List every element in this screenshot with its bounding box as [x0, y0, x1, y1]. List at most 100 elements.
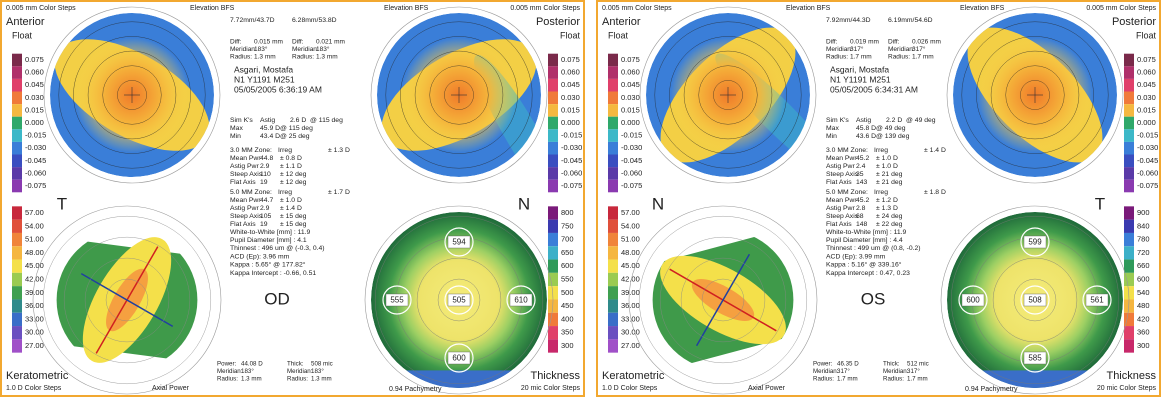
- scale-label: -0.015: [561, 131, 582, 140]
- ring: [976, 36, 1094, 154]
- scale-swatch: [548, 339, 558, 353]
- ring: [73, 36, 191, 154]
- info-text: 0.021 mm: [316, 39, 345, 46]
- scale-label: -0.030: [25, 143, 46, 152]
- info-text: 317°: [907, 368, 920, 375]
- ring: [117, 80, 147, 110]
- patient-info: 05/05/2005 6:36:19 AM: [234, 84, 322, 94]
- pachy-box: [1023, 235, 1047, 249]
- scale-swatch: [608, 219, 618, 233]
- scale-swatch: [548, 259, 558, 273]
- block-text: 68: [856, 213, 864, 220]
- eye-label: OD: [264, 289, 290, 308]
- patient-info: N1 Y1191 M251: [234, 74, 295, 84]
- scale-swatch: [1124, 66, 1134, 79]
- ring: [990, 50, 1080, 140]
- info-text: Power:: [217, 361, 237, 368]
- scale-label: 39.00: [621, 288, 640, 297]
- scale-swatch: [608, 206, 618, 220]
- info-text: Diff:: [888, 39, 900, 46]
- scale-label: 0.015: [621, 105, 640, 114]
- scale-label: 33.00: [621, 314, 640, 323]
- scale-swatch: [548, 326, 558, 340]
- block-text: ± 15 deg: [280, 213, 307, 220]
- block-text: 2.9: [260, 163, 270, 170]
- misc-info: Thinnest : 499 um @ (0.8, -0.2): [826, 245, 921, 252]
- thickness-value: 508: [1028, 296, 1042, 305]
- block-text: Astig: [260, 117, 275, 124]
- ring: [950, 215, 1120, 385]
- scale-label: -0.015: [1137, 131, 1158, 140]
- scale-swatch: [12, 53, 22, 67]
- info-text: 183°: [311, 368, 324, 375]
- scale-label: 0.000: [25, 118, 44, 127]
- outline: [370, 6, 548, 184]
- block-text: 2.6 D: [290, 117, 306, 124]
- axis-line: [695, 253, 751, 347]
- scale-label: 840: [1137, 221, 1150, 230]
- bfs-label: Elevation BFS: [960, 5, 1005, 12]
- info-text: Radius:: [826, 54, 848, 61]
- block-text: 44.7: [260, 197, 273, 204]
- pachy-box: [1085, 293, 1109, 307]
- scale-swatch: [1124, 312, 1134, 327]
- ring: [638, 215, 808, 385]
- scale-swatch: [1124, 326, 1134, 340]
- ring: [429, 65, 489, 125]
- scale-label: 720: [1137, 248, 1150, 257]
- scale-label: 48.00: [621, 248, 640, 257]
- outline: [32, 205, 222, 395]
- panel: 0.005 mm Color Steps Anterior Float Elevati…: [602, 5, 1158, 395]
- info-text: Radius:: [813, 376, 834, 383]
- scale-swatch: [12, 141, 22, 155]
- scale-swatch: [12, 78, 22, 92]
- scale-swatch: [608, 141, 618, 155]
- misc-info: White-to-White [mm] : 11.9: [826, 229, 907, 236]
- scale-label: 0.015: [25, 105, 44, 114]
- color-steps: 20 mic Color Steps: [1097, 385, 1157, 392]
- map-kind: Axial Power: [152, 385, 190, 392]
- ring: [669, 36, 787, 154]
- block-text: Min: [826, 133, 837, 140]
- scale-swatch: [608, 116, 618, 130]
- bfs-label: Elevation BFS: [384, 5, 429, 12]
- block-text: ± 1.4 D: [280, 205, 302, 212]
- pachy-zone: [444, 227, 474, 257]
- color-steps: 1.0 D Color Steps: [602, 385, 658, 392]
- scale-label: 0.045: [561, 80, 580, 89]
- scale-swatch: [12, 116, 22, 130]
- info-text: 0.015 mm: [254, 39, 283, 46]
- bfs-value: 6.28mm/53.8D: [292, 17, 337, 24]
- scale-label: 420: [1137, 314, 1150, 323]
- block-text: Irreg: [278, 147, 292, 154]
- scale-swatch: [608, 167, 618, 180]
- bfs-label: Elevation BFS: [190, 5, 235, 12]
- block-text: Steep Axis: [230, 213, 263, 220]
- block-label: 5.0 MM Zone:: [826, 189, 868, 196]
- scale-label: -0.045: [25, 156, 46, 165]
- scale-swatch: [12, 312, 22, 327]
- block-text: ± 1.7 D: [328, 189, 350, 196]
- scale-swatch: [12, 299, 22, 313]
- scale-label: -0.030: [621, 143, 642, 152]
- block-text: Steep Axis: [230, 171, 263, 178]
- block-label: Sim K's: [230, 117, 253, 124]
- block-text: Max: [230, 125, 243, 132]
- scale-swatch: [548, 312, 558, 327]
- block-text: Mean Pwr: [826, 155, 857, 162]
- scale-swatch: [1124, 272, 1134, 287]
- block-text: ± 22 deg: [876, 221, 903, 228]
- scale-label: 42.00: [25, 274, 44, 283]
- block-text: @ 115 deg: [280, 125, 313, 132]
- pachy-box: [509, 293, 533, 307]
- block-text: Flat Axis: [230, 179, 256, 186]
- block-text: @ 25 deg: [280, 133, 310, 140]
- ring: [659, 236, 787, 364]
- block-label: 5.0 MM Zone:: [230, 189, 272, 196]
- color-steps: 0.005 mm Color Steps: [1086, 5, 1156, 12]
- scale-label: 27.00: [621, 341, 640, 350]
- map-title: Anterior: [602, 16, 641, 28]
- scale-swatch: [608, 272, 618, 287]
- ring: [1013, 278, 1057, 322]
- scale-swatch: [548, 129, 558, 142]
